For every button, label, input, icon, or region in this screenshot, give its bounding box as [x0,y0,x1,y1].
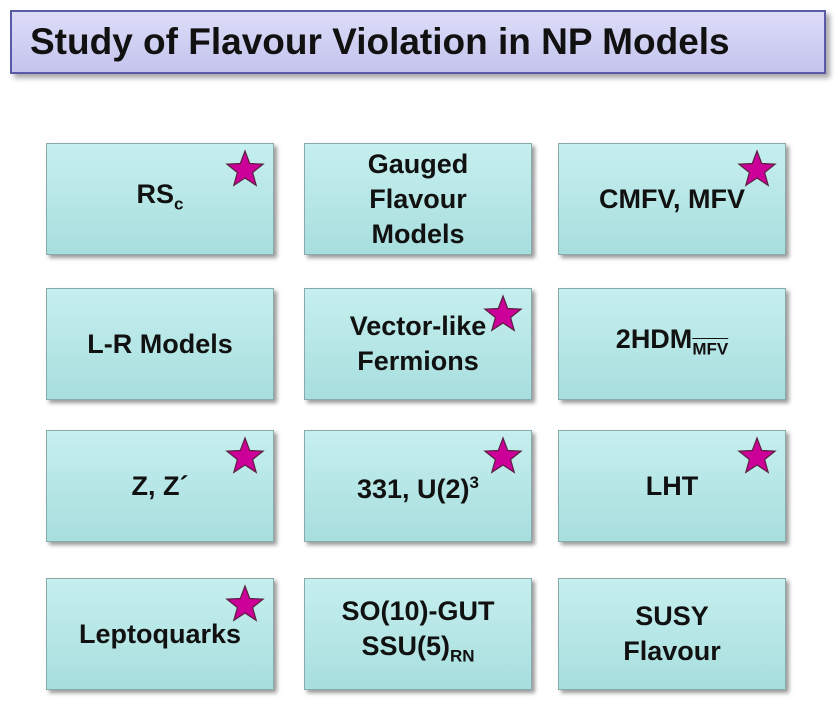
label-text: RS [136,178,175,209]
label-superscript: 3 [469,473,480,492]
star [737,149,777,187]
label-subscript: c [174,194,184,214]
star-shape [737,436,777,474]
model-label: RSc [137,177,184,221]
star [225,584,265,622]
star-shape [225,584,265,622]
label-text: Flavour [623,636,721,666]
title-box: Study of Flavour Violation in NP Models [10,10,826,74]
star-shape [483,294,523,332]
model-box: 2HDMMFV [558,288,786,400]
label-text: Gauged [367,148,469,179]
label-text: Z, Z´ [131,470,189,501]
star [483,294,523,332]
star-shape [225,149,265,187]
label-text: L-R Models [87,328,233,359]
model-label: Flavour [369,182,467,217]
model-box: RSc [46,143,274,255]
label-subscript: MFV [692,339,729,359]
model-label: LHT [646,469,698,504]
model-label: SO(10)-GUT [341,594,494,629]
star-shape [737,149,777,187]
model-label: Fermions [357,344,479,379]
model-label: SSU(5)RN [361,629,474,673]
label-text: 331, U(2) [356,474,470,504]
label-text: 2HDM [615,323,693,354]
model-box: 331, U(2)3 [304,430,532,542]
label-text: Models [371,218,465,249]
model-box: SUSY Flavour [558,578,786,690]
model-label: Z, Z´ [132,469,189,504]
model-box: Leptoquarks [46,578,274,690]
model-label: Leptoquarks [79,617,241,652]
model-label: CMFV, MFV [599,182,745,217]
label-text: Vector-like [349,311,487,341]
model-box: L-R Models [46,288,274,400]
model-label: Vector-like [350,309,487,344]
star [737,436,777,474]
label-subscript: RN [449,646,475,666]
label-text: Flavour [369,183,467,214]
model-label: 331, U(2)3 [357,465,479,507]
model-box: CMFV, MFV [558,143,786,255]
label-text: SUSY [635,601,709,631]
label-text: CMFV, MFV [598,183,745,214]
star-shape [483,436,523,474]
star [483,436,523,474]
model-label: 2HDMMFV [616,322,728,366]
model-label: Gauged [368,147,469,182]
star [225,149,265,187]
star-shape [225,436,265,474]
model-label: Flavour [623,634,721,669]
label-text: Fermions [357,346,479,376]
model-box: Z, Z´ [46,430,274,542]
label-text: SSU(5) [361,631,450,662]
model-label: L-R Models [87,327,233,362]
label-text: LHT [645,470,699,501]
model-box: LHT [558,430,786,542]
model-box: SO(10)-GUT SSU(5)RN [304,578,532,690]
model-box: Gauged Flavour Models [304,143,532,255]
model-label: Models [371,217,464,252]
title: Study of Flavour Violation in NP Models [30,21,730,62]
label-text: Leptoquarks [78,618,242,649]
star [225,436,265,474]
label-text: SO(10)-GUT [341,596,495,627]
model-label: SUSY [635,599,709,634]
model-box: Vector-like Fermions [304,288,532,400]
